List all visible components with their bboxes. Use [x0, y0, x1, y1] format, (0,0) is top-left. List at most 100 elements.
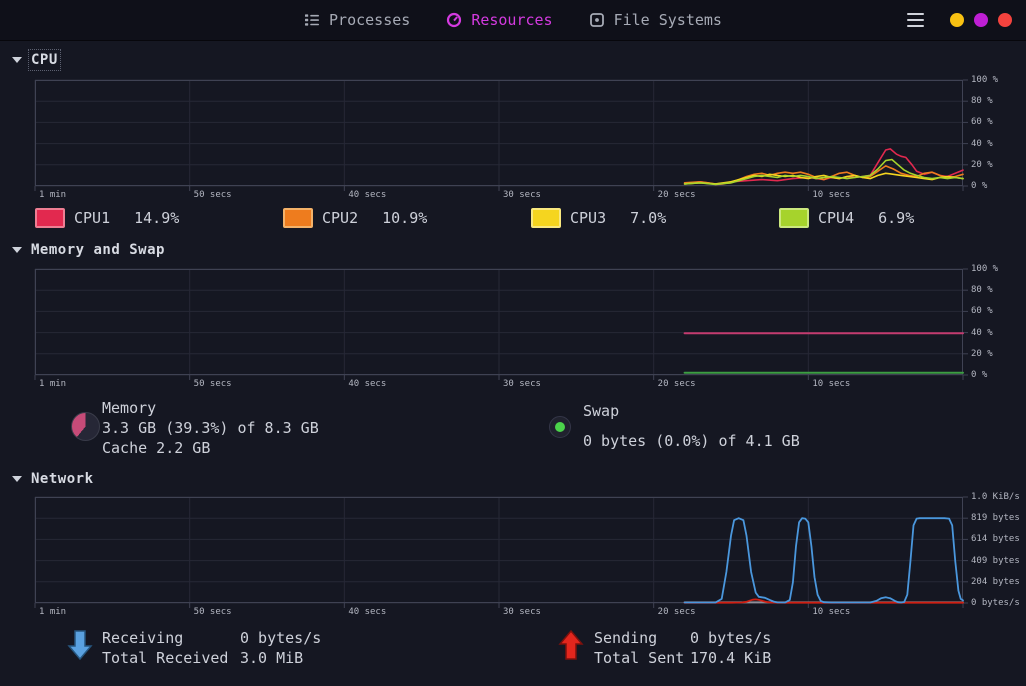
y-axis-label: 0 %: [971, 370, 988, 380]
cpu4-value: 6.9%: [878, 209, 915, 227]
y-axis-label: 40 %: [971, 138, 993, 149]
y-axis-label: 60 %: [971, 117, 993, 128]
tab-bar: Processes Resources File Systems: [0, 0, 1026, 40]
y-axis-label: 409 bytes: [971, 555, 1020, 566]
cpu1-label: CPU1: [74, 209, 111, 227]
swap-pie-icon: [549, 416, 571, 438]
swap-usage: 0 bytes (0.0%) of 4.1 GB: [583, 432, 800, 450]
sending-text: Sending 0 bytes/s Total Sent 170.4 KiB: [594, 628, 771, 668]
y-axis-label: 0 bytes/s: [971, 598, 1020, 608]
total-sent-label: Total Sent: [594, 649, 685, 667]
cpu-section-title: CPU: [28, 49, 61, 71]
x-axis-label: 1 min: [39, 379, 67, 389]
tab-file-systems[interactable]: File Systems: [589, 11, 722, 29]
total-sent-value: 170.4 KiB: [690, 649, 772, 667]
swap-dot: [555, 422, 565, 432]
sending-arrow-icon: [558, 629, 584, 660]
cpu3-legend-item: CPU3 7.0%: [531, 207, 666, 229]
network-section-header: Network: [12, 469, 94, 489]
cpu2-legend-item: CPU2 10.9%: [283, 207, 427, 229]
x-axis-label: 1 min: [39, 607, 67, 617]
y-axis-label: 1.0 KiB/s: [971, 492, 1020, 502]
x-axis-label: 50 secs: [193, 379, 232, 389]
network-section-title: Network: [31, 471, 94, 487]
total-received-value: 3.0 MiB: [240, 649, 304, 667]
x-axis-label: 10 secs: [812, 379, 851, 389]
maximize-button[interactable]: [974, 13, 988, 27]
cpu3-color-swatch[interactable]: [531, 208, 561, 228]
y-axis-label: 20 %: [971, 348, 993, 359]
memory-section-title: Memory and Swap: [31, 242, 165, 258]
tab-processes-label: Processes: [329, 11, 411, 29]
menu-button[interactable]: [903, 9, 928, 31]
tab-file-systems-label: File Systems: [613, 11, 722, 29]
process-list-icon: [305, 14, 320, 26]
x-axis-label: 40 secs: [348, 607, 387, 617]
x-axis-label: 10 secs: [812, 607, 851, 617]
cpu4-label: CPU4: [818, 209, 855, 227]
cpu1-color-swatch[interactable]: [35, 208, 65, 228]
cpu-collapse-triangle[interactable]: [12, 57, 22, 63]
total-received-label: Total Received: [102, 649, 229, 667]
x-axis-label: 20 secs: [657, 607, 696, 617]
y-axis-label: 100 %: [971, 75, 999, 85]
receiving-text: Receiving 0 bytes/s Total Received 3.0 M…: [102, 628, 321, 668]
y-axis-label: 80 %: [971, 96, 993, 107]
hamburger-icon: [907, 13, 924, 15]
close-button[interactable]: [998, 13, 1012, 27]
x-axis-label: 1 min: [39, 190, 67, 200]
tab-resources[interactable]: Resources: [446, 11, 553, 29]
network-collapse-triangle[interactable]: [12, 476, 22, 482]
cpu3-value: 7.0%: [630, 209, 667, 227]
cpu1-value: 14.9%: [134, 209, 180, 227]
swap-usage-text: Swap 0 bytes (0.0%) of 4.1 GB: [583, 396, 800, 456]
cpu4-color-swatch[interactable]: [779, 208, 809, 228]
memory-pie-icon: [71, 412, 100, 441]
cpu2-label: CPU2: [322, 209, 359, 227]
y-axis-label: 0 %: [971, 181, 988, 191]
memory-section-header: Memory and Swap: [12, 240, 165, 260]
cpu-chart: 100 % 80 % 60 % 40 % 20 % 0 % 1 min 50 secs 40 s…: [34, 75, 998, 200]
y-axis-label: 60 %: [971, 306, 993, 317]
cpu4-legend-item: CPU4 6.9%: [779, 207, 914, 229]
receiving-rate: 0 bytes/s: [240, 629, 322, 647]
cpu1-legend-item: CPU1 14.9%: [35, 207, 179, 229]
y-axis-label: 40 %: [971, 327, 993, 338]
memory-chart: 100 % 80 % 60 % 40 % 20 % 0 % 1 min 50 secs 40 s…: [34, 264, 998, 389]
tab-processes[interactable]: Processes: [304, 11, 410, 29]
x-axis-label: 30 secs: [503, 607, 541, 617]
network-chart: 1.0 KiB/s 819 bytes 614 bytes 409 bytes 204 …: [34, 492, 1020, 617]
y-axis-label: 20 %: [971, 159, 993, 170]
memory-name: Memory: [102, 399, 157, 417]
swap-name: Swap: [583, 402, 620, 420]
y-axis-label: 80 %: [971, 285, 993, 296]
y-axis-label: 614 bytes: [971, 534, 1020, 545]
receiving-arrow-icon: [67, 630, 93, 661]
x-axis-label: 40 secs: [348, 379, 387, 389]
tab-resources-label: Resources: [471, 11, 553, 29]
cpu2-value: 10.9%: [382, 209, 428, 227]
memory-cache: Cache 2.2 GB: [102, 439, 211, 457]
y-axis-label: 819 bytes: [971, 513, 1020, 524]
x-axis-label: 20 secs: [657, 379, 696, 389]
memory-usage: 3.3 GB (39.3%) of 8.3 GB: [102, 419, 319, 437]
receiving-label: Receiving: [102, 629, 184, 647]
cpu2-color-swatch[interactable]: [283, 208, 313, 228]
y-axis-label: 204 bytes: [971, 576, 1020, 587]
minimize-button[interactable]: [950, 13, 964, 27]
x-axis-label: 50 secs: [193, 607, 232, 617]
sending-label: Sending: [594, 629, 658, 647]
x-axis-label: 30 secs: [503, 379, 541, 389]
cpu3-label: CPU3: [570, 209, 607, 227]
disk-icon: [589, 13, 604, 27]
sending-rate: 0 bytes/s: [690, 629, 772, 647]
window-controls: [903, 0, 1012, 40]
y-axis-label: 100 %: [971, 264, 999, 274]
x-axis-label: 40 secs: [348, 190, 387, 200]
gauge-icon: [447, 12, 462, 28]
x-axis-label: 20 secs: [657, 190, 696, 200]
x-axis-label: 50 secs: [193, 190, 232, 200]
x-axis-label: 10 secs: [812, 190, 851, 200]
memory-collapse-triangle[interactable]: [12, 247, 22, 253]
